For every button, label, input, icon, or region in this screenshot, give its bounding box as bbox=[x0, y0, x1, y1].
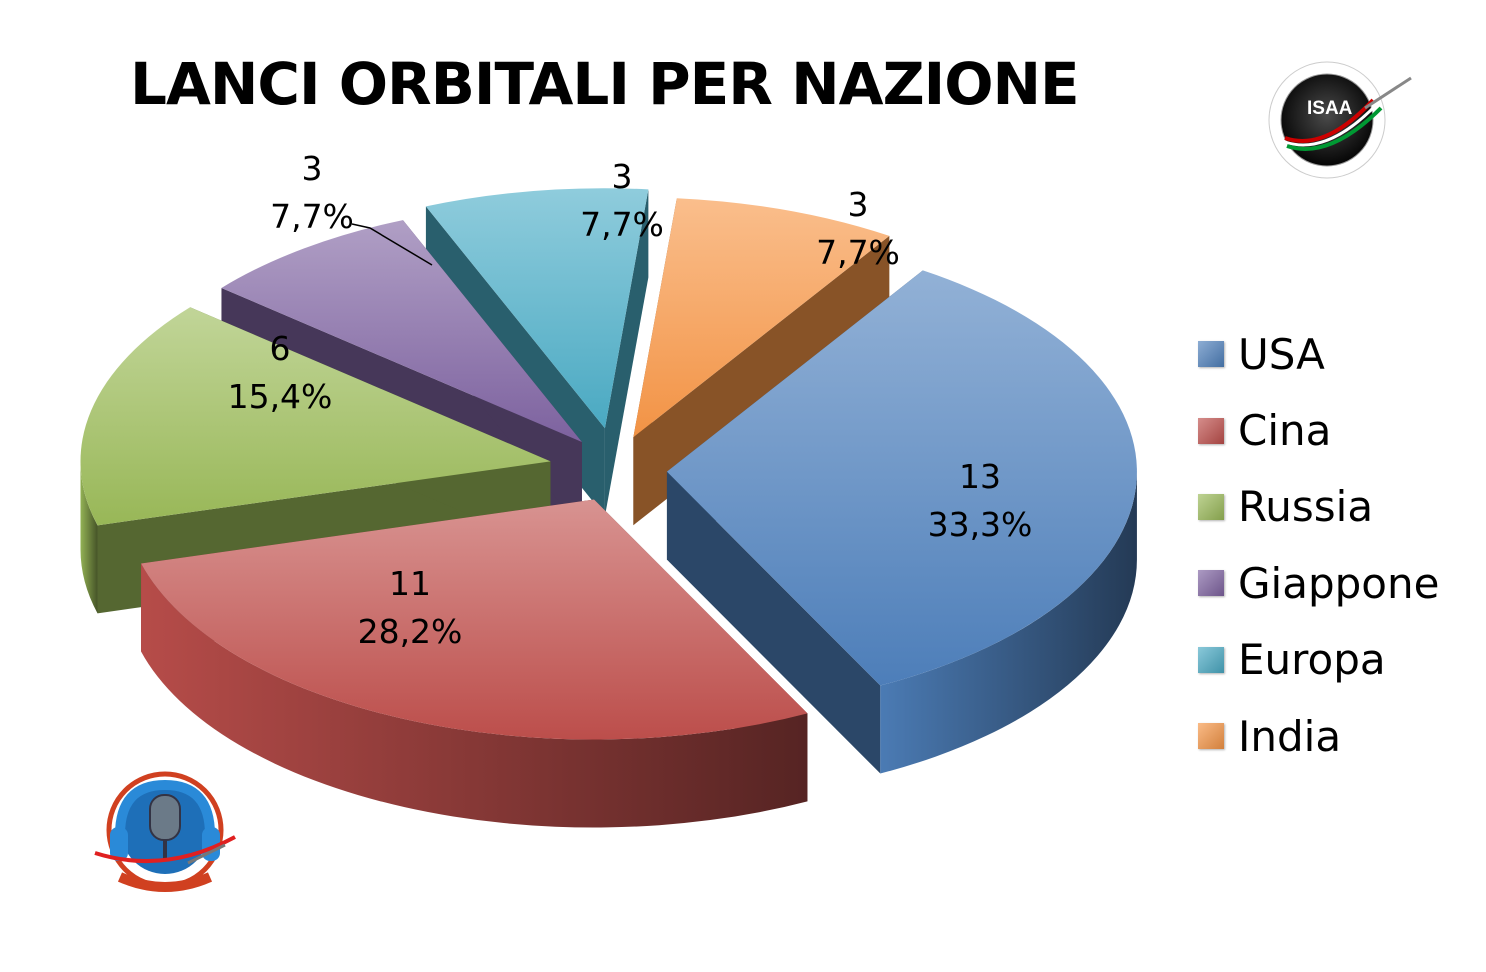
pie-slice-top bbox=[633, 198, 890, 438]
data-label-value-europa: 3 bbox=[612, 157, 633, 196]
data-labels: 13 33,3% 11 28,2% 6 15,4% 3 7,7% 3 7,7% 3 7,7% bbox=[228, 149, 1033, 651]
legend-swatch bbox=[1198, 570, 1224, 597]
legend-item-russia: Russia bbox=[1198, 469, 1439, 545]
legend-swatch bbox=[1198, 493, 1224, 520]
isaa-logo-text: ISAA bbox=[1307, 98, 1353, 119]
legend-label: Giappone bbox=[1238, 558, 1440, 608]
isaa-logo: ISAA bbox=[1268, 61, 1412, 179]
pie-slice-usa bbox=[666, 270, 1137, 774]
data-label-value-india: 3 bbox=[848, 185, 869, 224]
legend-swatch bbox=[1198, 646, 1224, 673]
pie-slices bbox=[80, 188, 1137, 828]
pie-slice-cina bbox=[141, 499, 808, 828]
legend-item-india: India bbox=[1198, 698, 1439, 774]
data-label-value-giappone: 3 bbox=[302, 149, 323, 188]
legend-swatch bbox=[1198, 341, 1224, 368]
legend-label: Russia bbox=[1238, 482, 1374, 532]
data-label-value-russia: 6 bbox=[270, 329, 291, 368]
data-label-percent-india: 7,7% bbox=[816, 233, 900, 272]
legend-item-usa: USA bbox=[1198, 316, 1439, 392]
legend-label: Cina bbox=[1238, 406, 1332, 456]
legend-item-giappone: Giappone bbox=[1198, 545, 1439, 621]
data-label-value-cina: 11 bbox=[389, 564, 431, 603]
pie-slice-side bbox=[141, 563, 808, 828]
pie-slice-top bbox=[80, 307, 551, 526]
legend-swatch bbox=[1198, 723, 1224, 750]
legend-item-europa: Europa bbox=[1198, 622, 1439, 698]
pie-slice-top bbox=[221, 220, 582, 442]
legend-label: USA bbox=[1238, 329, 1325, 379]
data-label-percent-russia: 15,4% bbox=[228, 377, 333, 416]
chart-title: LANCI ORBITALI PER NAZIONE bbox=[130, 50, 1080, 118]
leader-line-giappone bbox=[351, 223, 433, 266]
pie-slice-side bbox=[80, 461, 98, 614]
legend-swatch bbox=[1198, 417, 1224, 444]
data-label-percent-cina: 28,2% bbox=[358, 612, 463, 651]
data-label-percent-giappone: 7,7% bbox=[270, 197, 354, 236]
legend-label: Europa bbox=[1238, 635, 1386, 685]
legend: USA Cina Russia Giappone Europa India bbox=[1198, 316, 1439, 774]
legend-label: India bbox=[1238, 711, 1342, 761]
pie-slice-cut-face bbox=[604, 189, 649, 517]
data-label-value-usa: 13 bbox=[959, 457, 1001, 496]
data-label-percent-europa: 7,7% bbox=[580, 205, 664, 244]
data-label-percent-usa: 33,3% bbox=[928, 505, 1033, 544]
astronauticast-logo bbox=[94, 771, 236, 892]
pie-slice-top bbox=[141, 499, 808, 740]
pie-slice-top bbox=[666, 270, 1137, 686]
legend-item-cina: Cina bbox=[1198, 392, 1439, 468]
pie-slice-top bbox=[425, 188, 649, 429]
pie-slice-cut-face bbox=[666, 471, 881, 774]
pie-slice-side bbox=[880, 471, 1137, 774]
